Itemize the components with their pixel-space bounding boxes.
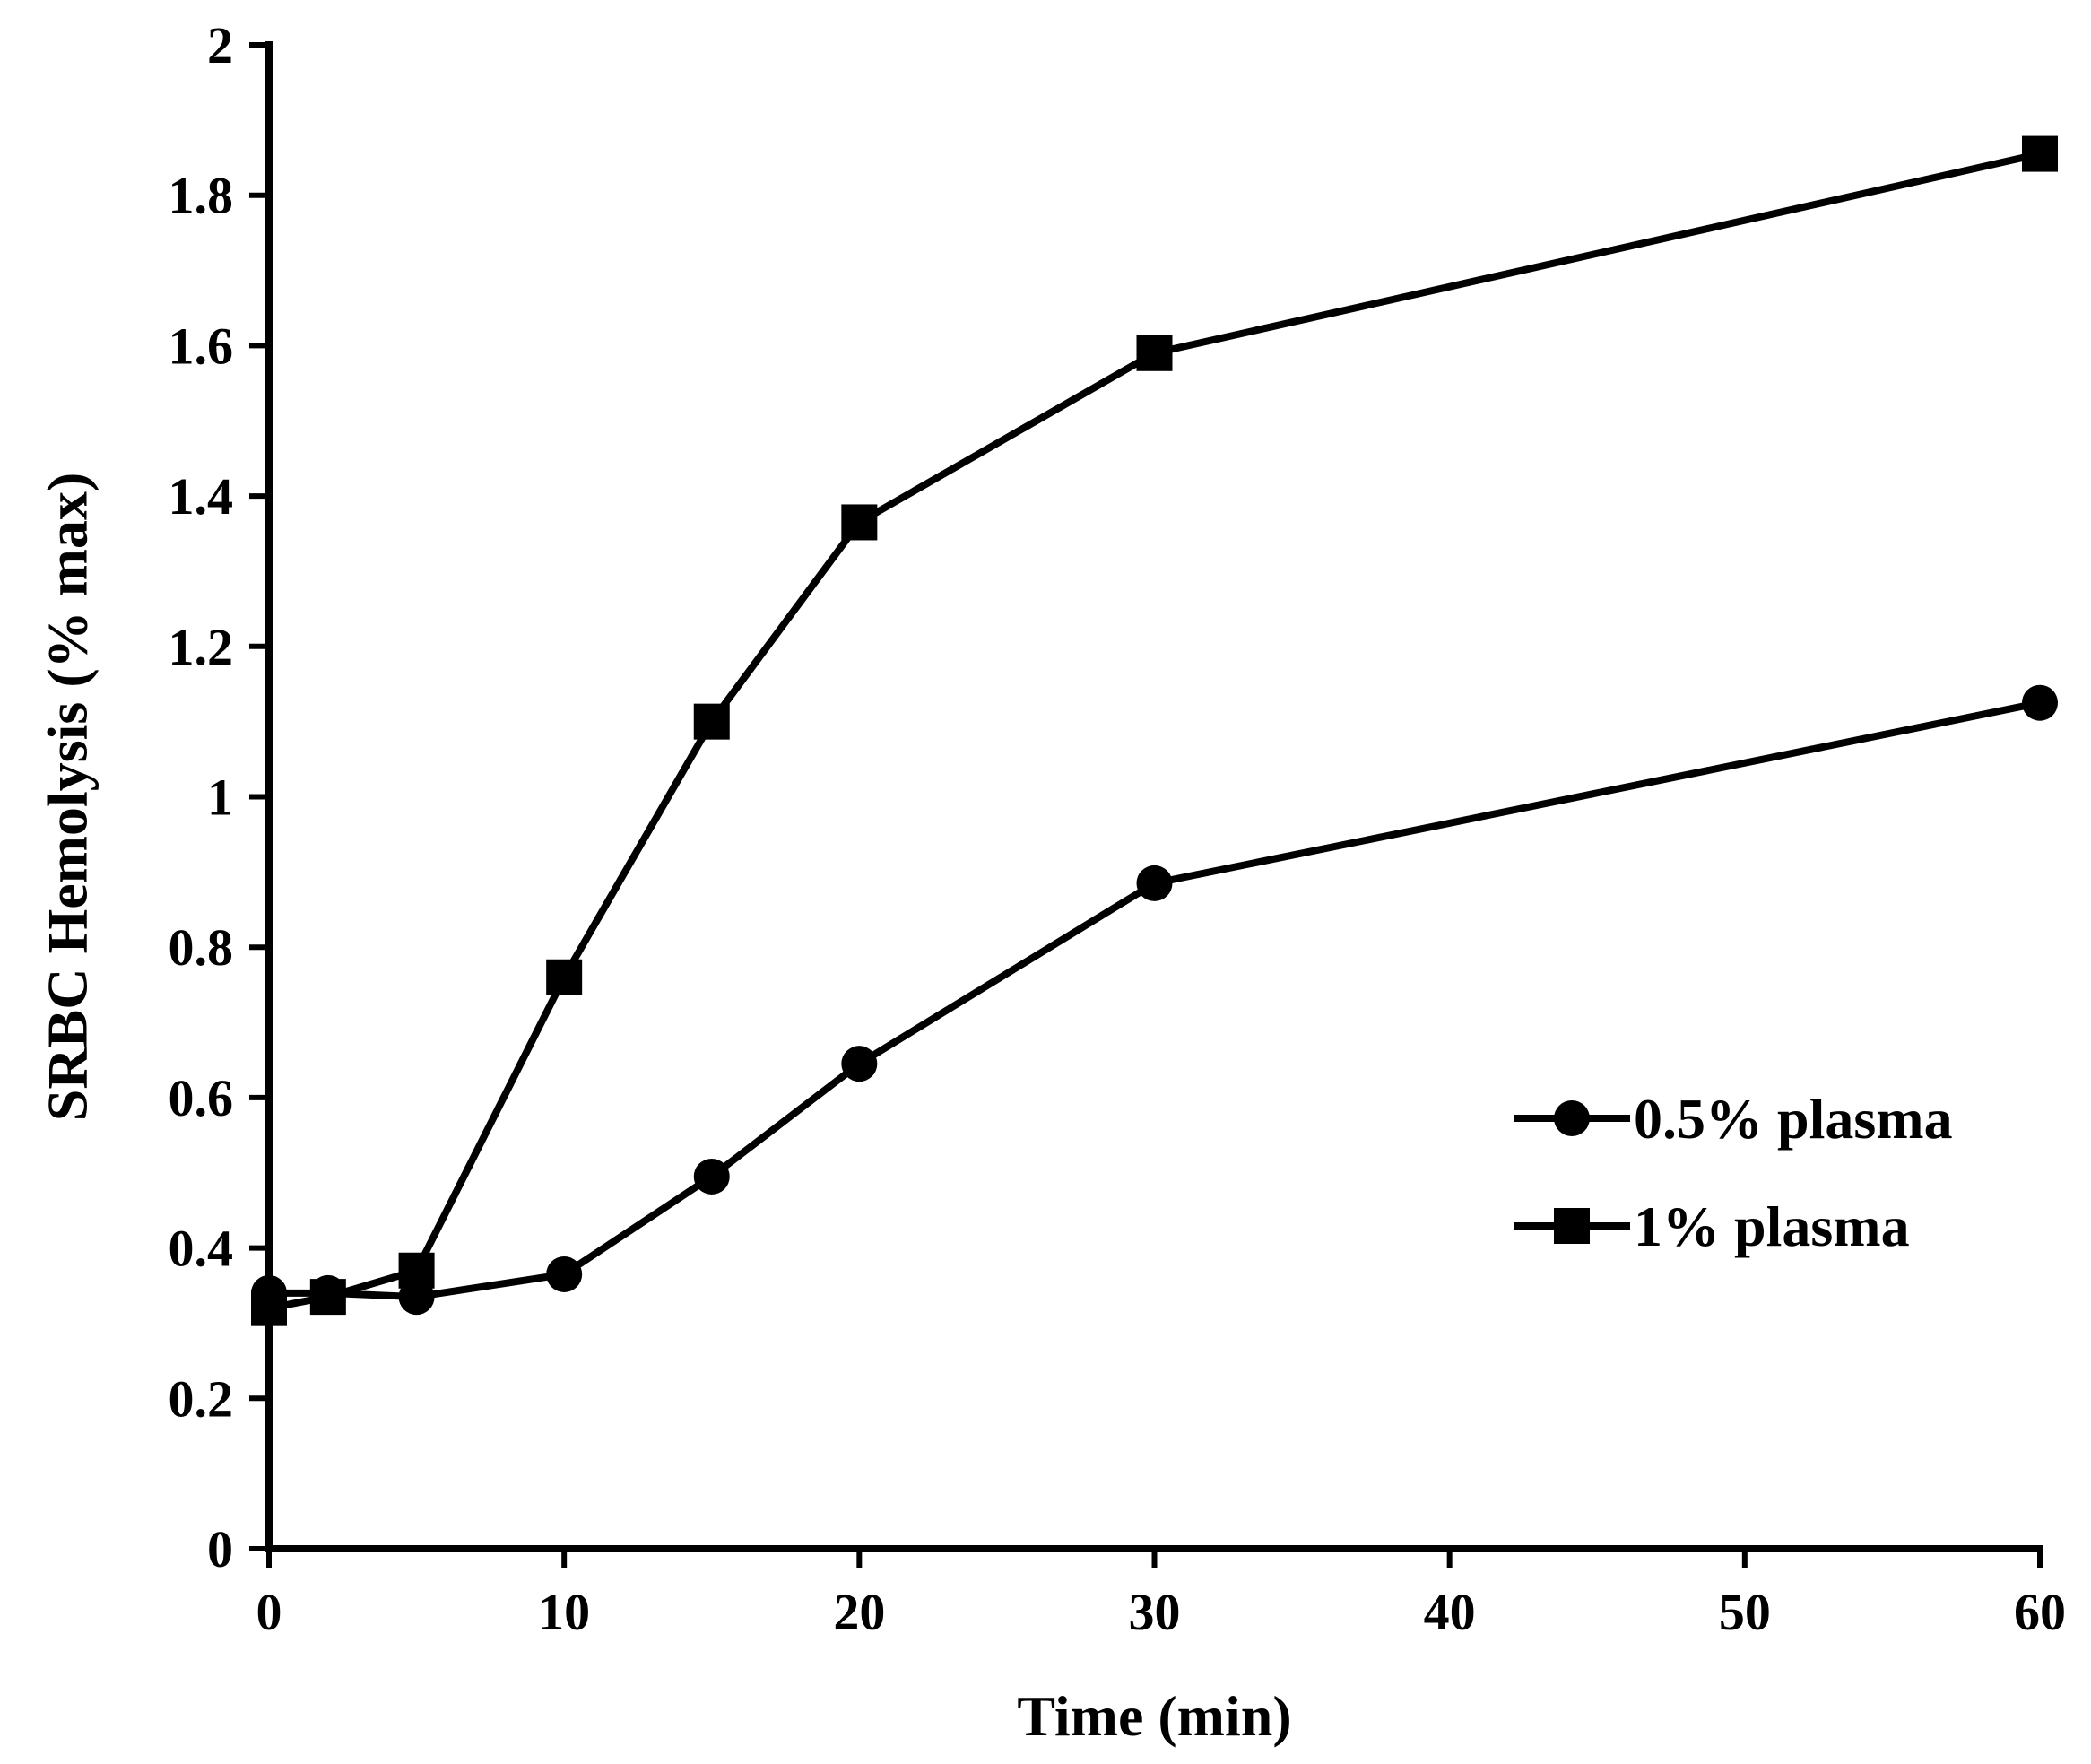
x-axis-title: Time (min) xyxy=(1017,1684,1291,1748)
y-tick-label: 1 xyxy=(207,769,233,827)
legend-marker xyxy=(1554,1208,1590,1244)
legend-label: 1% plasma xyxy=(1634,1195,1910,1258)
x-tick-label: 40 xyxy=(1424,1583,1476,1641)
y-tick-label: 0.6 xyxy=(169,1069,234,1127)
data-point xyxy=(1136,865,1173,901)
y-tick-label: 0.2 xyxy=(169,1369,234,1428)
y-axis-title: SRBC Hemolysis (% max) xyxy=(36,473,100,1122)
legend-marker xyxy=(1554,1100,1590,1136)
x-axis-ticks: 0 10 20 30 40 50 60 xyxy=(256,1549,2066,1641)
data-point xyxy=(546,1256,583,1292)
x-tick-label: 0 xyxy=(256,1583,282,1641)
axes xyxy=(265,41,2043,1552)
y-tick-label: 1.2 xyxy=(169,618,234,676)
series-1-plasma xyxy=(251,135,2058,1326)
x-tick-label: 10 xyxy=(538,1583,590,1641)
data-point xyxy=(546,959,583,995)
legend-item: 1% plasma xyxy=(1514,1195,1910,1258)
y-axis-ticks: 0 0.2 0.4 0.6 0.8 1 1.2 1.4 1.6 1.8 2 xyxy=(169,16,269,1578)
data-point xyxy=(2022,135,2058,172)
data-point xyxy=(693,703,730,740)
x-tick-label: 20 xyxy=(833,1583,885,1641)
series-layer xyxy=(251,135,2058,1326)
data-point xyxy=(251,1290,287,1326)
x-tick-label: 30 xyxy=(1129,1583,1181,1641)
y-tick-label: 1.4 xyxy=(169,467,234,526)
x-tick-label: 60 xyxy=(2014,1583,2066,1641)
data-point xyxy=(309,1279,346,1316)
y-tick-label: 0 xyxy=(207,1520,233,1578)
y-tick-label: 0.4 xyxy=(169,1220,234,1278)
y-tick-label: 0.8 xyxy=(169,918,234,977)
x-tick-label: 50 xyxy=(1719,1583,1771,1641)
y-tick-label: 1.6 xyxy=(169,317,234,375)
data-point xyxy=(398,1252,435,1289)
y-tick-label: 2 xyxy=(207,16,233,74)
data-point xyxy=(841,1046,878,1082)
data-point xyxy=(2022,684,2058,721)
y-tick-label: 1.8 xyxy=(169,167,234,225)
legend-label: 0.5% plasma xyxy=(1634,1087,1953,1151)
data-point xyxy=(841,504,878,541)
data-point xyxy=(693,1158,730,1195)
legend-item: 0.5% plasma xyxy=(1514,1087,1953,1151)
data-point xyxy=(1136,335,1173,371)
legend: 0.5% plasma 1% plasma xyxy=(1514,1087,1953,1258)
